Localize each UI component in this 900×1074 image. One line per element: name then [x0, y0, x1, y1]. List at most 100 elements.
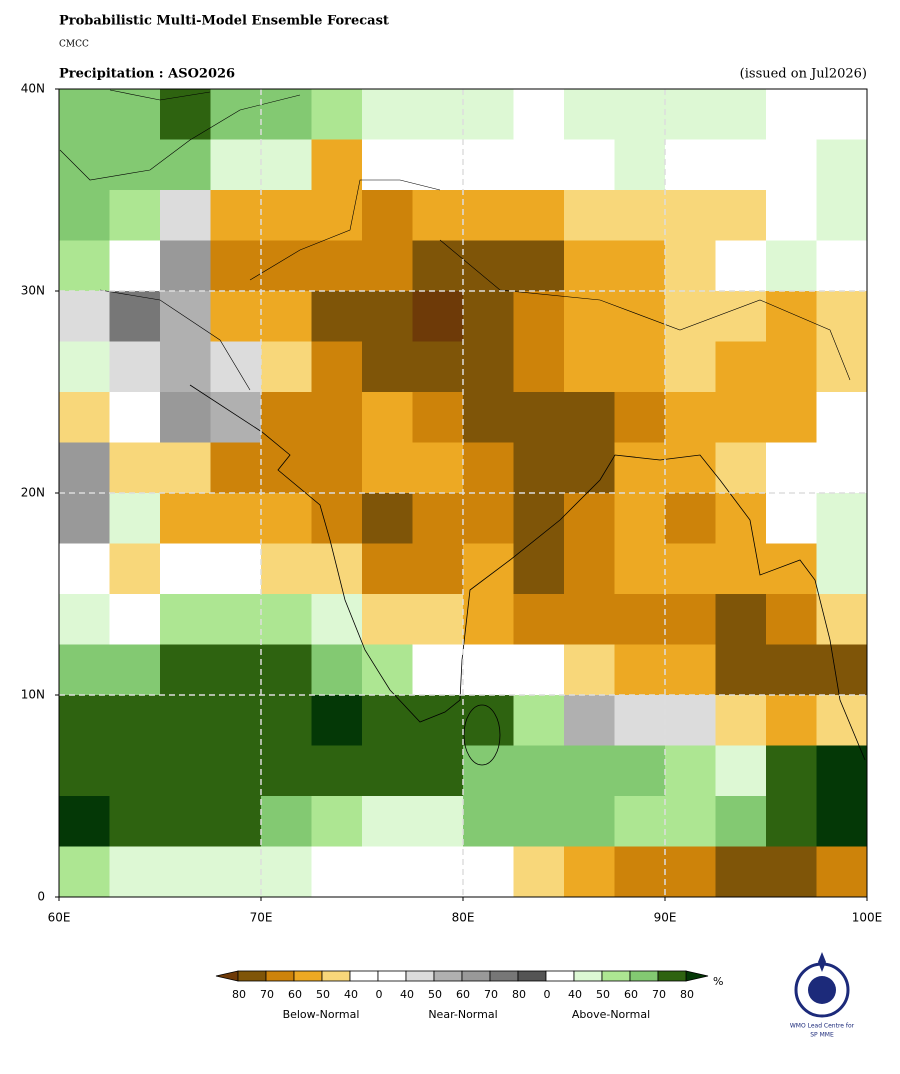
y-tick-label: 10N — [21, 688, 45, 702]
grid-cell — [362, 493, 413, 544]
colorbar-box — [237, 970, 267, 982]
grid-cell — [412, 796, 464, 847]
grid-cell — [766, 846, 817, 898]
grid-cell — [463, 89, 514, 140]
grid-cell — [715, 594, 767, 645]
colorbar-box — [657, 970, 687, 982]
grid-cell — [715, 139, 767, 191]
colorbar-box — [405, 970, 435, 982]
grid-cell — [766, 89, 817, 140]
grid-cell — [311, 442, 363, 494]
grid-cell — [463, 644, 514, 696]
colorbar-group: Below-Normal — [283, 1008, 360, 1021]
grid-cell — [59, 745, 110, 797]
grid-cell — [160, 291, 211, 342]
grid-cell — [715, 644, 767, 696]
colorbar-box — [461, 970, 491, 982]
grid-cell — [109, 846, 161, 898]
grid-cell — [311, 644, 363, 696]
colorbar-box — [629, 970, 659, 982]
grid-cell — [210, 392, 262, 443]
grid-cell — [715, 796, 767, 847]
grid-cell — [59, 392, 110, 443]
grid-cell — [311, 846, 363, 898]
grid-cell — [109, 594, 161, 645]
grid-cell — [261, 695, 312, 746]
grid-cell — [59, 695, 110, 746]
grid-cell — [362, 341, 413, 393]
map-label: Precipitation : ASO2026 — [59, 67, 235, 82]
colorbar-box — [489, 970, 519, 982]
grid-cell — [160, 341, 211, 393]
grid-cell — [614, 493, 666, 544]
subtitle: CMCC — [59, 40, 89, 50]
grid-cell — [311, 139, 363, 191]
grid-cell — [261, 392, 312, 443]
colorbar-over — [685, 970, 709, 982]
grid-cell — [59, 796, 110, 847]
grid-cell — [59, 139, 110, 191]
grid-cell — [311, 392, 363, 443]
colorbar-label: 60 — [456, 988, 470, 1001]
grid-cell — [463, 543, 514, 595]
grid-cell — [210, 493, 262, 544]
colorbar-unit: % — [713, 975, 723, 988]
colorbar-label: 0 — [376, 988, 383, 1001]
logo-text: SP MME — [810, 1032, 834, 1039]
grid-cell — [261, 543, 312, 595]
colorbar-box — [573, 970, 603, 982]
grid-cell — [766, 190, 817, 241]
grid-cell — [109, 695, 161, 746]
grid-cell — [816, 796, 868, 847]
grid-cell — [513, 745, 565, 797]
grid-cell — [463, 291, 514, 342]
grid-cell — [614, 594, 666, 645]
grid-cell — [715, 341, 767, 393]
grid-cell — [261, 644, 312, 696]
grid-cell — [109, 240, 161, 292]
colorbar-under — [215, 970, 239, 982]
grid-cell — [59, 594, 110, 645]
grid-cell — [513, 493, 565, 544]
colorbar-label: 80 — [512, 988, 526, 1001]
grid-cell — [715, 240, 767, 292]
colorbar-group: Near-Normal — [428, 1008, 497, 1021]
grid-cell — [766, 594, 817, 645]
grid-cell — [210, 190, 262, 241]
grid-cell — [362, 442, 413, 494]
grid-cell — [362, 796, 413, 847]
colorbar-box — [433, 970, 463, 982]
grid-cell — [715, 493, 767, 544]
colorbar-label: 50 — [316, 988, 330, 1001]
grid-cell — [160, 493, 211, 544]
colorbar-label: 50 — [428, 988, 442, 1001]
colorbar-label: 70 — [260, 988, 274, 1001]
grid-cell — [362, 89, 413, 140]
grid-cell — [109, 644, 161, 696]
colorbar-label: 60 — [288, 988, 302, 1001]
grid-cell — [261, 493, 312, 544]
grid-cell — [816, 644, 868, 696]
grid-cell — [210, 846, 262, 898]
grid-cell — [109, 341, 161, 393]
grid-cell — [715, 89, 767, 140]
grid-cell — [59, 291, 110, 342]
grid-cell — [412, 190, 464, 241]
grid-cell — [715, 442, 767, 494]
grid-cell — [513, 846, 565, 898]
grid-cell — [463, 745, 514, 797]
grid-cell — [109, 89, 161, 140]
grid-cell — [311, 291, 363, 342]
grid-cell — [160, 190, 211, 241]
grid-cell — [463, 341, 514, 393]
grid-cell — [766, 745, 817, 797]
colorbar-label: 50 — [596, 988, 610, 1001]
grid-cell — [160, 846, 211, 898]
grid-cell — [59, 493, 110, 544]
grid-cell — [513, 190, 565, 241]
x-tick-label: 70E — [250, 911, 273, 925]
grid-cell — [564, 594, 615, 645]
colorbar-label: 40 — [344, 988, 358, 1001]
grid-cell — [210, 796, 262, 847]
grid-cell — [362, 594, 413, 645]
